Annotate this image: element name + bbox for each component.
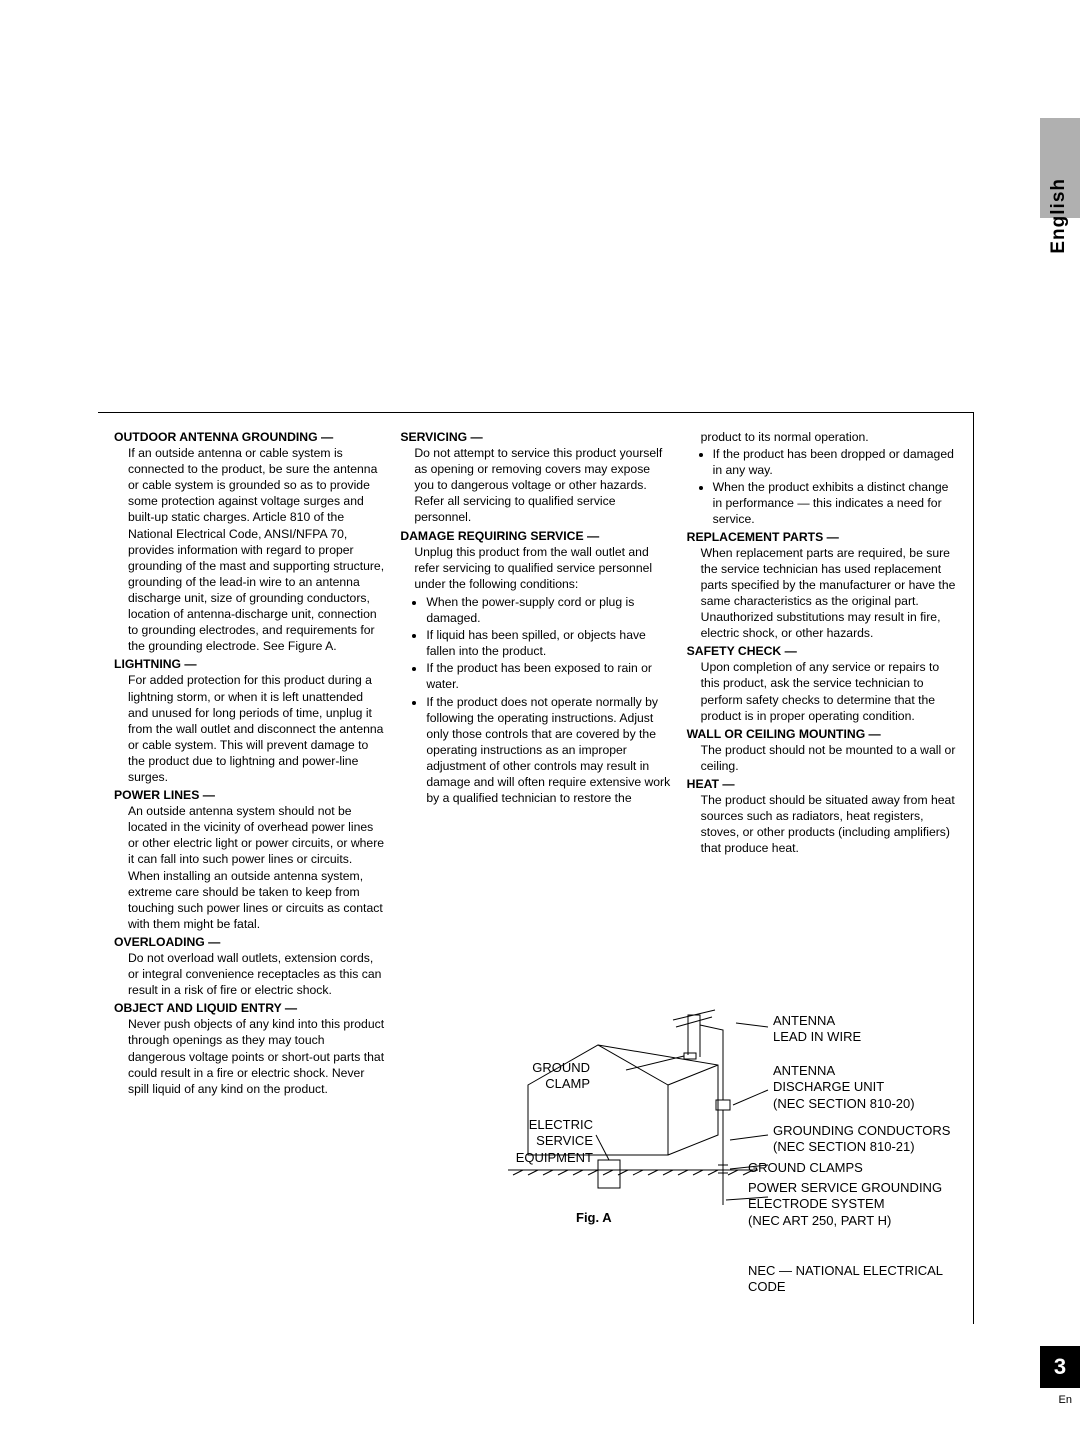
outdoor-head: OUTDOOR ANTENNA GROUNDING — [114, 430, 333, 444]
damage-b4: If the product does not operate normally… [426, 694, 670, 807]
col3-bullets: If the product has been dropped or damag… [687, 446, 957, 527]
heat-head: HEAT — [687, 777, 735, 791]
label-electric-service: ELECTRICSERVICEEQUIPMENT [498, 1117, 593, 1166]
damage-head: DAMAGE REQUIRING SERVICE — [400, 529, 599, 543]
label-antenna-discharge: ANTENNADISCHARGE UNIT(NEC SECTION 810-20… [773, 1063, 915, 1112]
safety-head: SAFETY CHECK — [687, 644, 797, 658]
language-side-label: English [1048, 178, 1070, 254]
figure-label: Fig. A [576, 1210, 612, 1226]
page-number: 3 [1054, 1354, 1066, 1380]
damage-body: Unplug this product from the wall outlet… [400, 544, 670, 592]
overload-body: Do not overload wall outlets, extension … [114, 950, 384, 998]
page-number-box: 3 [1040, 1346, 1080, 1388]
col3-cont: product to its normal operation. [687, 429, 957, 445]
col3-b2: When the product exhibits a distinct cha… [713, 479, 957, 527]
power-head: POWER LINES — [114, 788, 215, 802]
label-antenna-lead: ANTENNALEAD IN WIRE [773, 1013, 861, 1046]
column-1: OUTDOOR ANTENNA GROUNDING —If an outside… [114, 429, 384, 1099]
replace-head: REPLACEMENT PARTS — [687, 530, 839, 544]
overload-head: OVERLOADING — [114, 935, 220, 949]
wall-body: The product should not be mounted to a w… [687, 742, 957, 774]
damage-b3: If the product has been exposed to rain … [426, 660, 670, 692]
column-2: SERVICING —Do not attempt to service thi… [400, 429, 670, 1099]
safety-body: Upon completion of any service or repair… [687, 659, 957, 723]
content-frame: OUTDOOR ANTENNA GROUNDING —If an outside… [98, 412, 974, 1324]
label-power-service: POWER SERVICE GROUNDINGELECTRODE SYSTEM(… [748, 1180, 942, 1229]
label-nec: NEC — NATIONAL ELECTRICAL CODE [748, 1263, 958, 1296]
damage-b2: If liquid has been spilled, or objects h… [426, 627, 670, 659]
column-3: product to its normal operation. If the … [687, 429, 957, 1099]
replace-body: When replacement parts are required, be … [687, 545, 957, 642]
object-body: Never push objects of any kind into this… [114, 1016, 384, 1096]
lightning-body: For added protection for this product du… [114, 672, 384, 785]
object-head: OBJECT AND LIQUID ENTRY — [114, 1001, 297, 1015]
power-body: An outside antenna system should not be … [114, 803, 384, 932]
damage-bullets: When the power-supply cord or plug is da… [400, 594, 670, 806]
page-lang-footer: En [1059, 1394, 1072, 1406]
outdoor-body: If an outside antenna or cable system is… [114, 445, 384, 654]
col3-b1: If the product has been dropped or damag… [713, 446, 957, 478]
servicing-head: SERVICING — [400, 430, 482, 444]
label-grounding-conductors: GROUNDING CONDUCTORS(NEC SECTION 810-21) [773, 1123, 950, 1156]
servicing-body: Do not attempt to service this product y… [400, 445, 670, 525]
grounding-diagram: GROUNDCLAMP ELECTRICSERVICEEQUIPMENT Fig… [468, 1005, 958, 1305]
heat-body: The product should be situated away from… [687, 792, 957, 856]
label-ground-clamps: GROUND CLAMPS [748, 1160, 863, 1176]
damage-b1: When the power-supply cord or plug is da… [426, 594, 670, 626]
label-ground-clamp: GROUNDCLAMP [510, 1060, 590, 1093]
lightning-head: LIGHTNING — [114, 657, 197, 671]
wall-head: WALL OR CEILING MOUNTING — [687, 727, 881, 741]
